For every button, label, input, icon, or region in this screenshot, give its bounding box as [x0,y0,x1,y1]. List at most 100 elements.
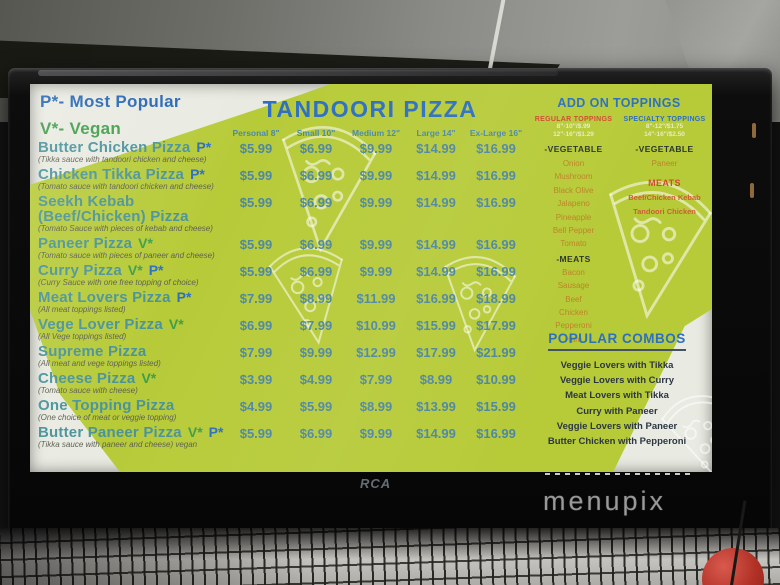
price-exlarge: $18.99 [476,291,516,306]
bezel-glint [38,70,558,76]
price-medium: $9.99 [359,237,393,252]
price-personal: $4.99 [239,399,273,414]
item-name-line: Cheese Pizza V* [38,370,226,387]
specialty-price-line-1: 8"-12"/$1.75 [645,123,684,130]
item-name-line: Seekh Kebab (Beef/Chicken) Pizza [38,194,226,224]
price-large: $14.99 [416,237,456,252]
item-name-cell: Cheese Pizza V* (Tomato sauce with cheese… [38,370,226,396]
price-personal: $5.99 [239,141,273,156]
price-small: $5.99 [299,399,333,414]
size-header: Ex-Large 16" [469,128,523,138]
price-small: $4.99 [299,372,333,387]
item-name-cell: Seekh Kebab (Beef/Chicken) Pizza (Tomato… [38,194,226,233]
regular-meats-list: Bacon Sausage Beef Chicken Pepperoni Ham [528,266,619,346]
item-description: (Tikka sauce with paneer and cheese) veg… [38,440,198,449]
price-exlarge: $16.99 [476,141,516,156]
menu-row: One Topping Pizza (One choice of meat or… [38,398,526,422]
regular-vegetable-header: -VEGETABLE [544,144,603,154]
price-exlarge: $16.99 [476,168,516,183]
specialty-meats-list: Beef/Chicken Kebab Tandoori Chicken [619,191,710,219]
combo-item: Veggie Lovers with Curry [559,375,675,387]
item-name: Butter Paneer Pizza [38,424,182,441]
topping-item: Tandoori Chicken [633,207,696,217]
legend-vegan: V*- Vegan [40,119,122,138]
price-medium: $9.99 [359,264,393,279]
topping-item: Chicken [559,308,588,318]
legend-most-popular: P*- Most Popular [40,92,181,111]
item-name: Meat Lovers Pizza [38,289,171,306]
regular-vegetable-list: Onion Mushroom Black Olive Jalapeno Pineappl… [528,157,619,251]
topping-item: Bell Pepper [552,226,595,236]
topping-item: Tomato [560,239,587,249]
price-personal: $5.99 [239,237,273,252]
price-exlarge: $16.99 [476,264,516,279]
topping-item: Pepperoni [555,321,592,331]
item-name-line: Paneer Pizza V* [38,236,226,252]
item-name-line: Curry Pizza V* P* [38,262,226,279]
item-name-cell: Curry Pizza V* P* (Curry Sauce with one fr… [38,262,226,288]
combo-item: Curry with Paneer [576,405,658,417]
price-medium: $12.99 [356,345,396,360]
price-personal: $6.99 [239,318,273,333]
topping-item: Black Olive [553,185,594,195]
popular-badge: P* [196,139,212,155]
specialty-toppings-column: SPECIALTY TOPPINGS 8"-12"/$1.75 14"-16"/… [619,116,710,346]
topping-item: Paneer [651,159,678,168]
add-on-toppings-panel: ADD ON TOPPINGS REGULAR TOPPINGS 8"-10"/… [528,96,710,346]
price-exlarge: $16.99 [476,195,516,210]
size-header: Small 10" [296,128,336,138]
vegan-badge: V* [127,262,143,278]
item-name-line: One Topping Pizza [38,398,226,413]
topping-item: Beef/Chicken Kebab [628,193,701,203]
specialty-meats-header: MEATS [648,178,681,189]
price-medium: $10.99 [356,318,396,333]
item-name-cell: Butter Paneer Pizza V* P* (Tikka sauce wit… [38,424,226,450]
price-personal: $3.99 [239,372,273,387]
menu-row: Meat Lovers Pizza P* (All meat toppings l… [38,289,526,315]
price-large: $17.99 [416,345,456,360]
popular-badge: P* [176,289,192,305]
item-name-line: Butter Paneer Pizza V* P* [38,424,226,441]
tv-frame: P*- Most Popular V*- Vegan TANDOORI PIZZ… [8,68,772,532]
combo-list: Veggie Lovers with Tikka Veggie Lovers wi… [524,358,710,449]
item-description: (All Vege toppings listed) [38,332,127,341]
topping-item: Ham [565,334,582,344]
price-small: $6.99 [299,237,333,252]
bezel-reflection [750,183,754,198]
menupix-watermark: menupix [543,486,667,516]
item-name: Supreme Pizza [38,343,147,360]
topping-item: Onion [562,159,585,168]
price-personal: $5.99 [239,426,273,441]
specialty-vegetable-header: -VEGETABLE [635,144,694,154]
item-description: (Tikka sauce with tandoori chicken and c… [38,155,207,164]
price-personal: $7.99 [239,345,273,360]
item-description: (All meat and vege toppings listed) [38,359,161,368]
popular-badge: P* [208,424,224,440]
item-description: (One choice of meat or veggie topping) [38,413,177,422]
price-medium: $8.99 [359,399,393,414]
item-name: Cheese Pizza [38,370,136,387]
price-personal: $5.99 [239,195,273,210]
specialty-price-line-2: 14"-16"/$2.50 [644,131,685,138]
item-description: (Tomato sauce with tandoori chicken and … [38,182,214,191]
legend: P*- Most Popular V*- Vegan [40,92,181,139]
item-name-line: Vege Lover Pizza V* [38,316,226,333]
item-description: (Tomato sauce with pieces of paneer and … [38,251,215,260]
grate-shadow [0,528,780,585]
menu-row: Supreme Pizza (All meat and vege topping… [38,344,526,368]
price-large: $14.99 [416,195,456,210]
price-large: $14.99 [416,426,456,441]
tv-brand-logo: RCA [360,476,392,491]
item-name: Vege Lover Pizza [38,316,163,333]
topping-item: Pineapple [555,212,592,222]
menu-row: Butter Chicken Pizza P* (Tikka sauce with… [38,139,526,165]
price-large: $15.99 [416,318,456,333]
vegan-badge: V* [141,370,157,386]
item-description: (Curry Sauce with one free topping of ch… [38,278,199,287]
item-name-cell: Supreme Pizza (All meat and vege topping… [38,344,226,368]
size-header: Personal 8" [232,128,280,138]
menu-screen: P*- Most Popular V*- Vegan TANDOORI PIZZ… [30,84,712,472]
item-name-cell: Meat Lovers Pizza P* (All meat toppings l… [38,289,226,315]
menu-row: Curry Pizza V* P* (Curry Sauce with one fr… [38,262,526,288]
regular-toppings-column: REGULAR TOPPINGS 8"-10"/$.99 12"-16"/$1.… [528,116,619,346]
